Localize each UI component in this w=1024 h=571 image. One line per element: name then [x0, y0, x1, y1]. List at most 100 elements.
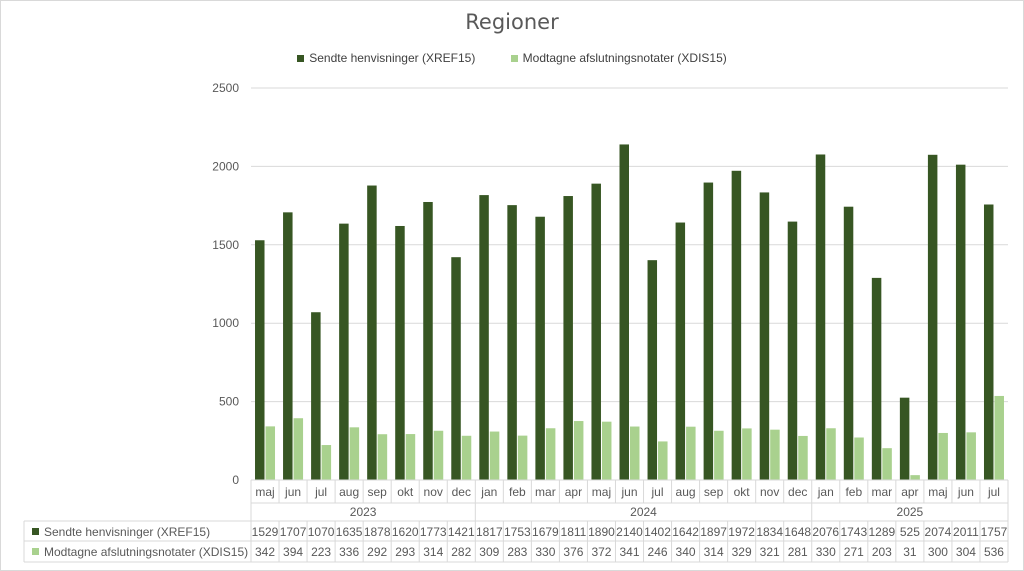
- x-tick-label: jul: [314, 485, 327, 499]
- bar-series-2: [265, 426, 276, 480]
- table-cell-series-2: 246: [648, 545, 668, 559]
- table-cell-series-1: 1878: [364, 525, 391, 539]
- table-cell-series-2: 314: [704, 545, 724, 559]
- bar-series-2: [349, 427, 360, 480]
- x-tick-label: aug: [676, 485, 696, 499]
- y-tick-label: 2500: [212, 81, 239, 95]
- bar-series-1: [395, 225, 405, 480]
- table-cell-series-1: 1890: [588, 525, 615, 539]
- bar-series-2: [573, 421, 584, 480]
- table-cell-series-1: 1707: [280, 525, 307, 539]
- bar-series-1: [619, 144, 629, 480]
- table-cell-series-2: 271: [844, 545, 864, 559]
- table-cell-series-2: 536: [984, 545, 1004, 559]
- x-tick-label: maj: [928, 485, 947, 499]
- bar-series-2: [854, 437, 864, 480]
- year-label: 2025: [897, 505, 924, 519]
- table-cell-series-2: 321: [760, 545, 780, 559]
- bar-series-1: [927, 154, 938, 480]
- bar-series-2: [545, 428, 556, 480]
- bar-series-2: [910, 475, 920, 480]
- table-cell-series-2: 282: [451, 545, 471, 559]
- x-tick-label: apr: [901, 485, 918, 499]
- table-cell-series-1: 1421: [448, 525, 475, 539]
- x-tick-label: jun: [284, 485, 301, 499]
- bar-series-2: [994, 395, 1004, 480]
- table-cell-series-2: 376: [563, 545, 583, 559]
- table-cell-series-1: 1529: [252, 525, 279, 539]
- year-label: 2023: [350, 505, 377, 519]
- table-cell-series-1: 1679: [532, 525, 559, 539]
- table-cell-series-1: 2140: [616, 525, 643, 539]
- table-cell-series-2: 31: [903, 545, 917, 559]
- table-cell-series-2: 293: [395, 545, 415, 559]
- bar-series-2: [405, 434, 416, 480]
- table-cell-series-2: 342: [255, 545, 275, 559]
- bar-series-1: [759, 192, 770, 480]
- bar-series-1: [563, 196, 573, 480]
- bar-series-2: [461, 435, 472, 480]
- bar-series-2: [377, 434, 388, 480]
- table-legend-key: [32, 548, 39, 555]
- x-tick-label: jun: [957, 485, 974, 499]
- bar-series-2: [686, 426, 696, 480]
- table-cell-series-1: 1757: [981, 525, 1008, 539]
- bar-series-1: [367, 185, 377, 480]
- bar-series-2: [630, 426, 640, 480]
- x-tick-label: jul: [987, 485, 1000, 499]
- bar-series-1: [731, 170, 742, 480]
- bar-series-2: [826, 428, 836, 480]
- x-tick-label: aug: [339, 485, 359, 499]
- bar-series-2: [601, 421, 612, 480]
- x-tick-label: nov: [760, 485, 779, 499]
- bar-series-2: [658, 441, 668, 480]
- table-cell-series-2: 203: [872, 545, 892, 559]
- table-cell-series-1: 1897: [700, 525, 727, 539]
- bar-series-1: [339, 223, 349, 480]
- bar-series-1: [423, 201, 433, 481]
- table-row-header: Sendte henvisninger (XREF15): [44, 525, 210, 539]
- bar-series-2: [321, 445, 332, 480]
- table-cell-series-1: 1972: [728, 525, 755, 539]
- x-tick-label: feb: [845, 485, 862, 499]
- x-tick-label: sep: [367, 485, 387, 499]
- bar-series-1: [479, 195, 489, 480]
- table-cell-series-2: 300: [928, 545, 948, 559]
- x-tick-label: okt: [397, 485, 414, 499]
- table-cell-series-1: 1402: [644, 525, 671, 539]
- table-cell-series-1: 2076: [812, 525, 839, 539]
- table-cell-series-1: 1773: [420, 525, 447, 539]
- y-tick-label: 1500: [212, 238, 239, 252]
- x-tick-label: maj: [255, 485, 274, 499]
- table-cell-series-1: 1834: [756, 525, 783, 539]
- table-cell-series-2: 309: [479, 545, 499, 559]
- table-cell-series-1: 1753: [504, 525, 531, 539]
- x-tick-label: okt: [734, 485, 751, 499]
- bar-series-1: [283, 212, 293, 480]
- table-cell-series-1: 1635: [336, 525, 363, 539]
- legend-label-series-1: Sendte henvisninger (XREF15): [309, 51, 476, 65]
- table-cell-series-1: 1743: [840, 525, 867, 539]
- table-cell-series-2: 281: [788, 545, 808, 559]
- table-cell-series-1: 1620: [392, 525, 419, 539]
- table-cell-series-1: 1817: [476, 525, 503, 539]
- bar-series-1: [647, 260, 658, 480]
- table-cell-series-2: 304: [956, 545, 976, 559]
- x-tick-label: sep: [704, 485, 724, 499]
- bar-series-2: [742, 428, 752, 480]
- year-label: 2024: [630, 505, 657, 519]
- bar-series-1: [983, 204, 994, 481]
- bar-series-1: [451, 257, 461, 480]
- bar-series-1: [871, 277, 882, 480]
- legend-label-series-2: Modtagne afslutningsnotater (XDIS15): [522, 51, 727, 65]
- legend-swatch-series-2: [510, 55, 518, 63]
- table-cell-series-2: 283: [507, 545, 527, 559]
- table-cell-series-1: 1648: [784, 525, 811, 539]
- bar-series-1: [507, 205, 517, 481]
- y-tick-label: 2000: [212, 159, 239, 173]
- x-tick-label: mar: [871, 485, 892, 499]
- table-cell-series-2: 329: [732, 545, 752, 559]
- bar-series-1: [255, 240, 265, 480]
- bar-series-1: [787, 221, 798, 480]
